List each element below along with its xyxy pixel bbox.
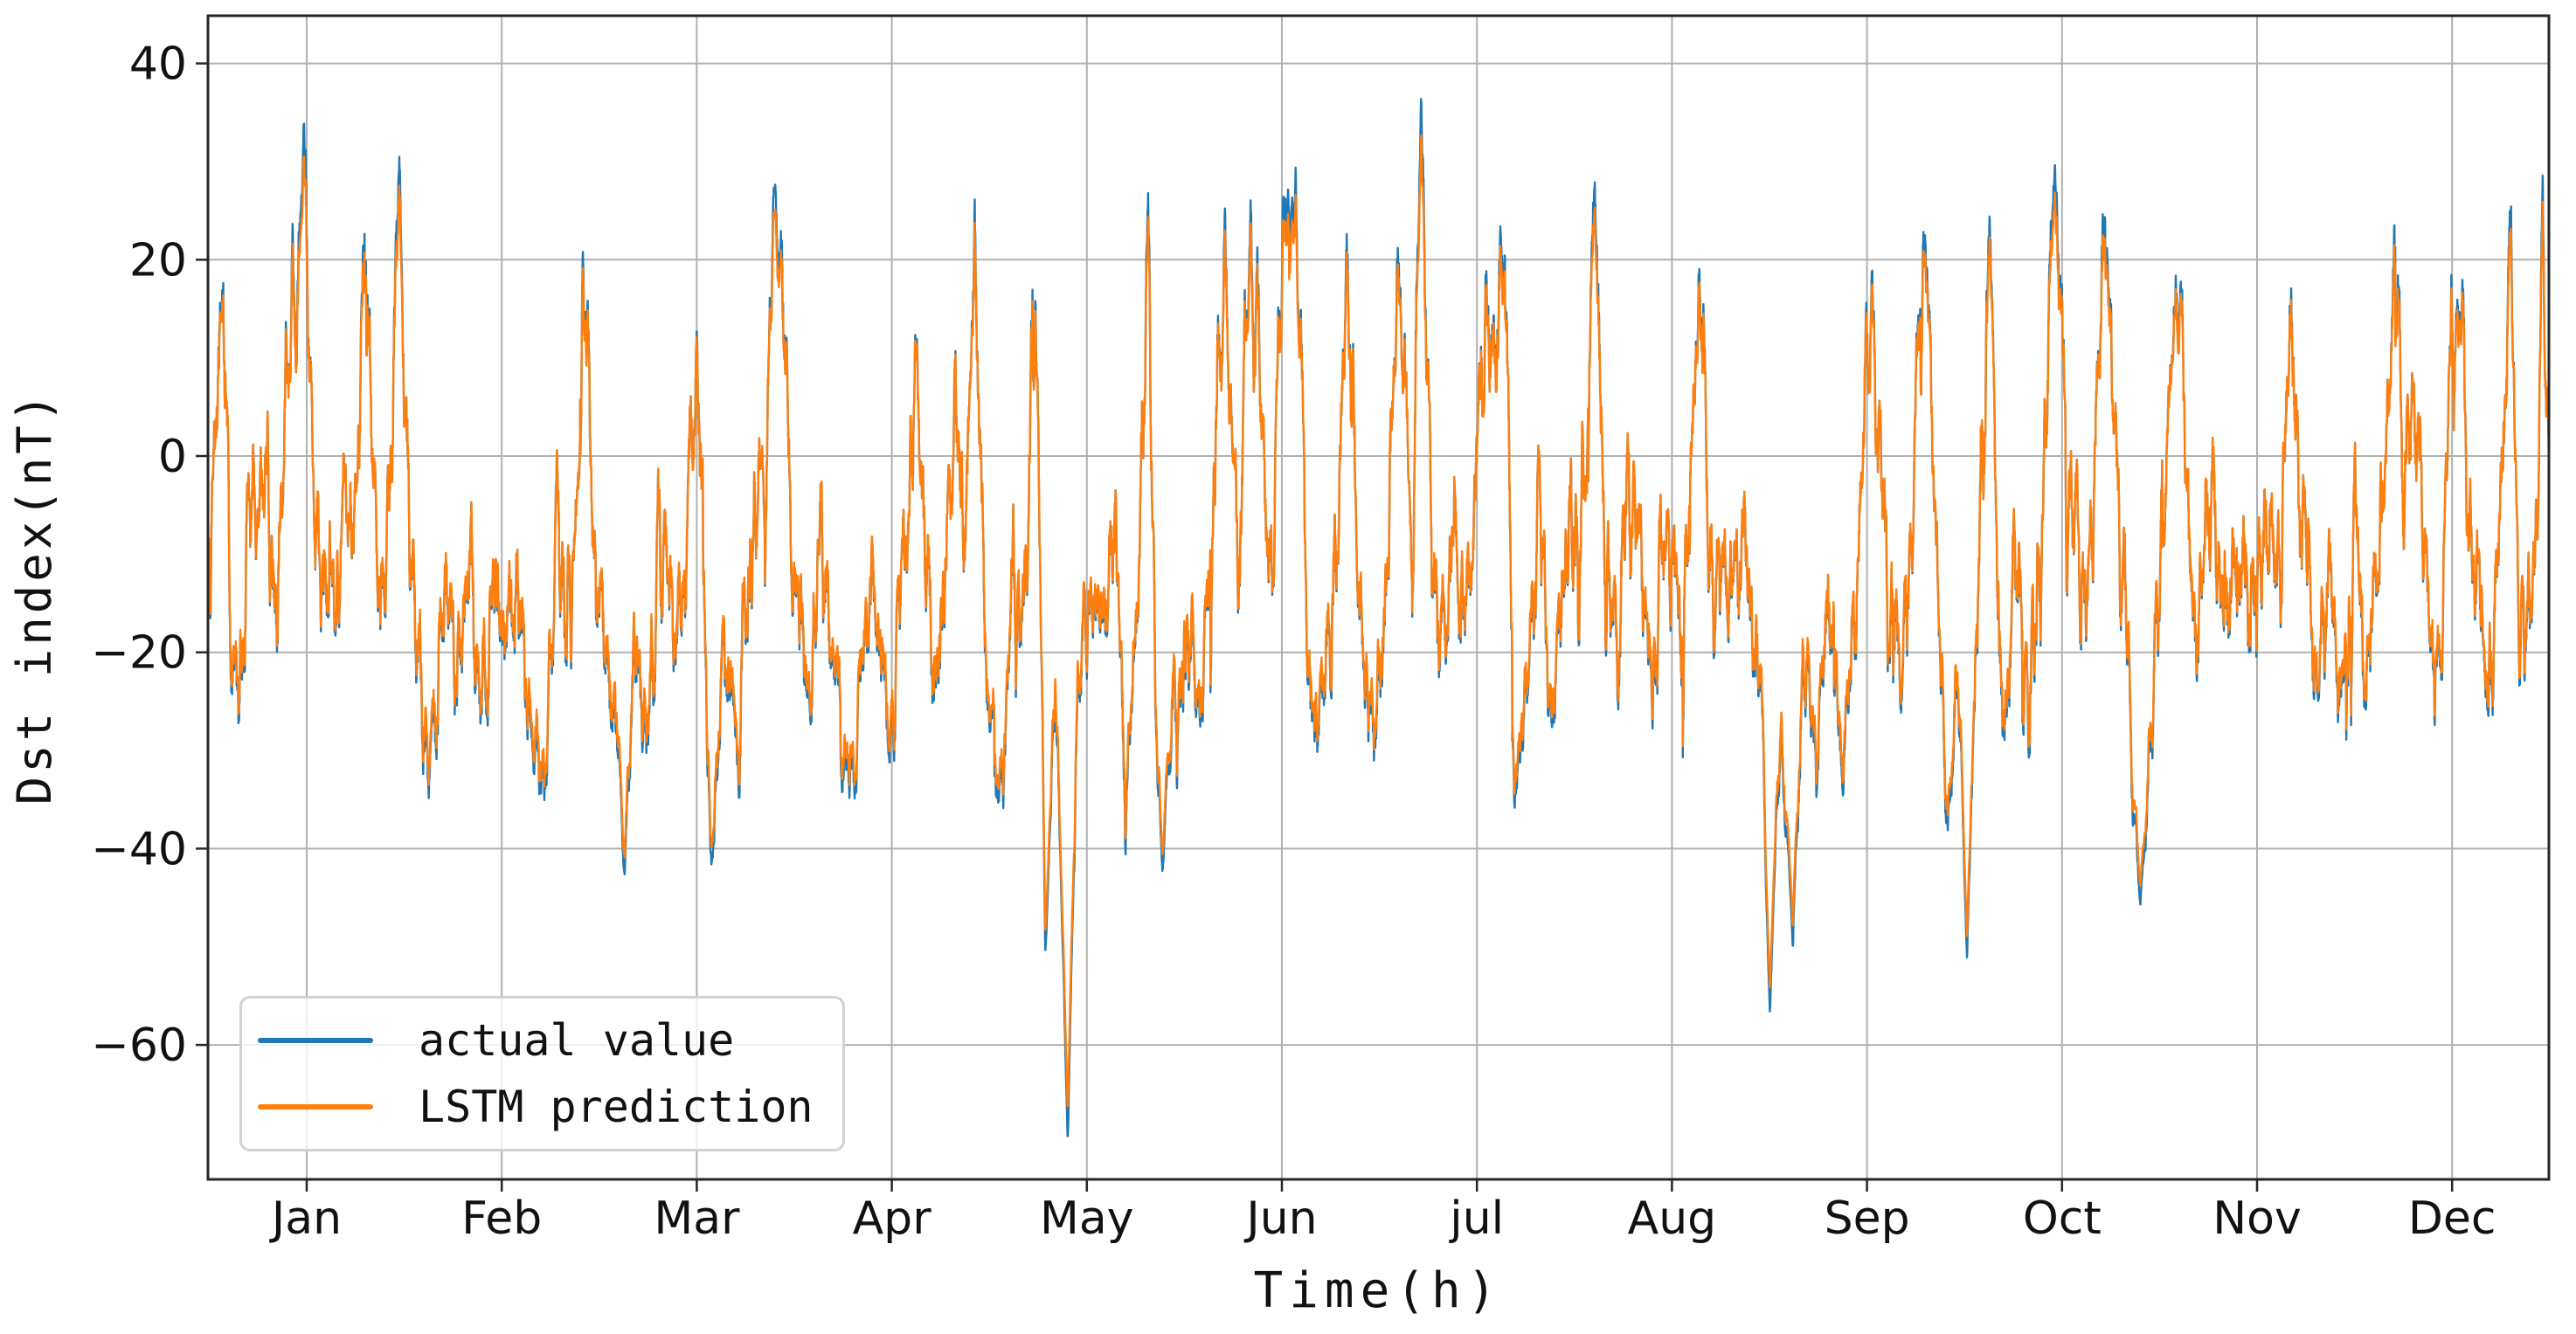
x-tick-label: Aug [1628,1192,1717,1245]
x-tick-label: Jan [269,1192,342,1245]
series-prediction-line [208,134,2549,1108]
x-tick-label: Mar [654,1192,740,1245]
x-tick-label: Sep [1825,1192,1910,1245]
x-axis-title: Time(h) [1253,1262,1502,1319]
y-tick-label: −20 [91,627,187,680]
x-tick-label: May [1040,1192,1134,1245]
y-tick-label: 0 [158,431,187,483]
legend-item-actual: actual value [242,1015,842,1066]
actual-line-swatch [258,1038,373,1043]
legend-item-prediction: LSTM prediction [242,1082,842,1132]
legend-label-prediction: LSTM prediction [419,1082,814,1132]
y-tick-label: −40 [91,823,187,875]
tick-layer [196,62,2454,1192]
y-tick-label: −60 [91,1020,187,1072]
y-tick-label: 20 [129,234,187,287]
prediction-line-swatch [258,1104,373,1109]
y-axis-title: Dst index(nT) [7,391,62,805]
x-tick-label: jul [1449,1192,1504,1245]
x-tick-label: Nov [2212,1192,2302,1245]
plot-border [206,14,2551,1181]
y-tick-label: 40 [129,38,187,91]
legend-label-actual: actual value [419,1015,735,1066]
x-tick-label: Oct [2023,1192,2102,1245]
x-tick-label: Apr [853,1192,932,1245]
tick-label-layer: Jan Feb Mar Apr May Jun jul Aug Sep Oct Nov Dec 40 20… [91,38,2496,1245]
x-tick-label: Jun [1243,1192,1317,1245]
x-tick-label: Feb [461,1192,542,1245]
legend: actual value LSTM prediction [239,996,845,1151]
x-tick-label: Dec [2408,1192,2496,1245]
series-layer [208,97,2549,1137]
